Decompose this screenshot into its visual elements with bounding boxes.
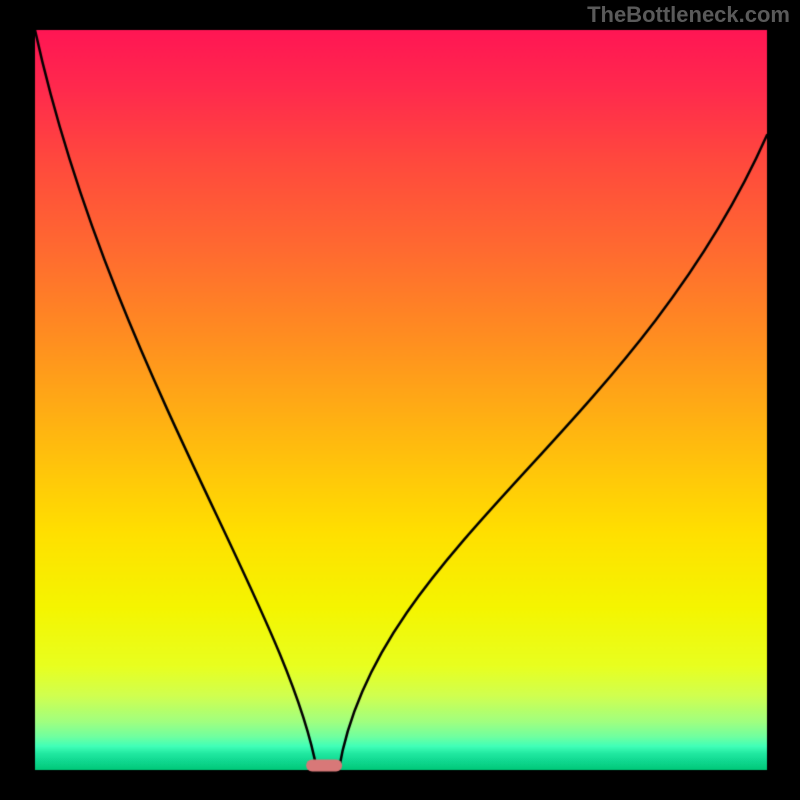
bottleneck-curve-chart [0, 0, 800, 800]
watermark-text: TheBottleneck.com [587, 2, 790, 28]
chart-area [0, 0, 800, 800]
